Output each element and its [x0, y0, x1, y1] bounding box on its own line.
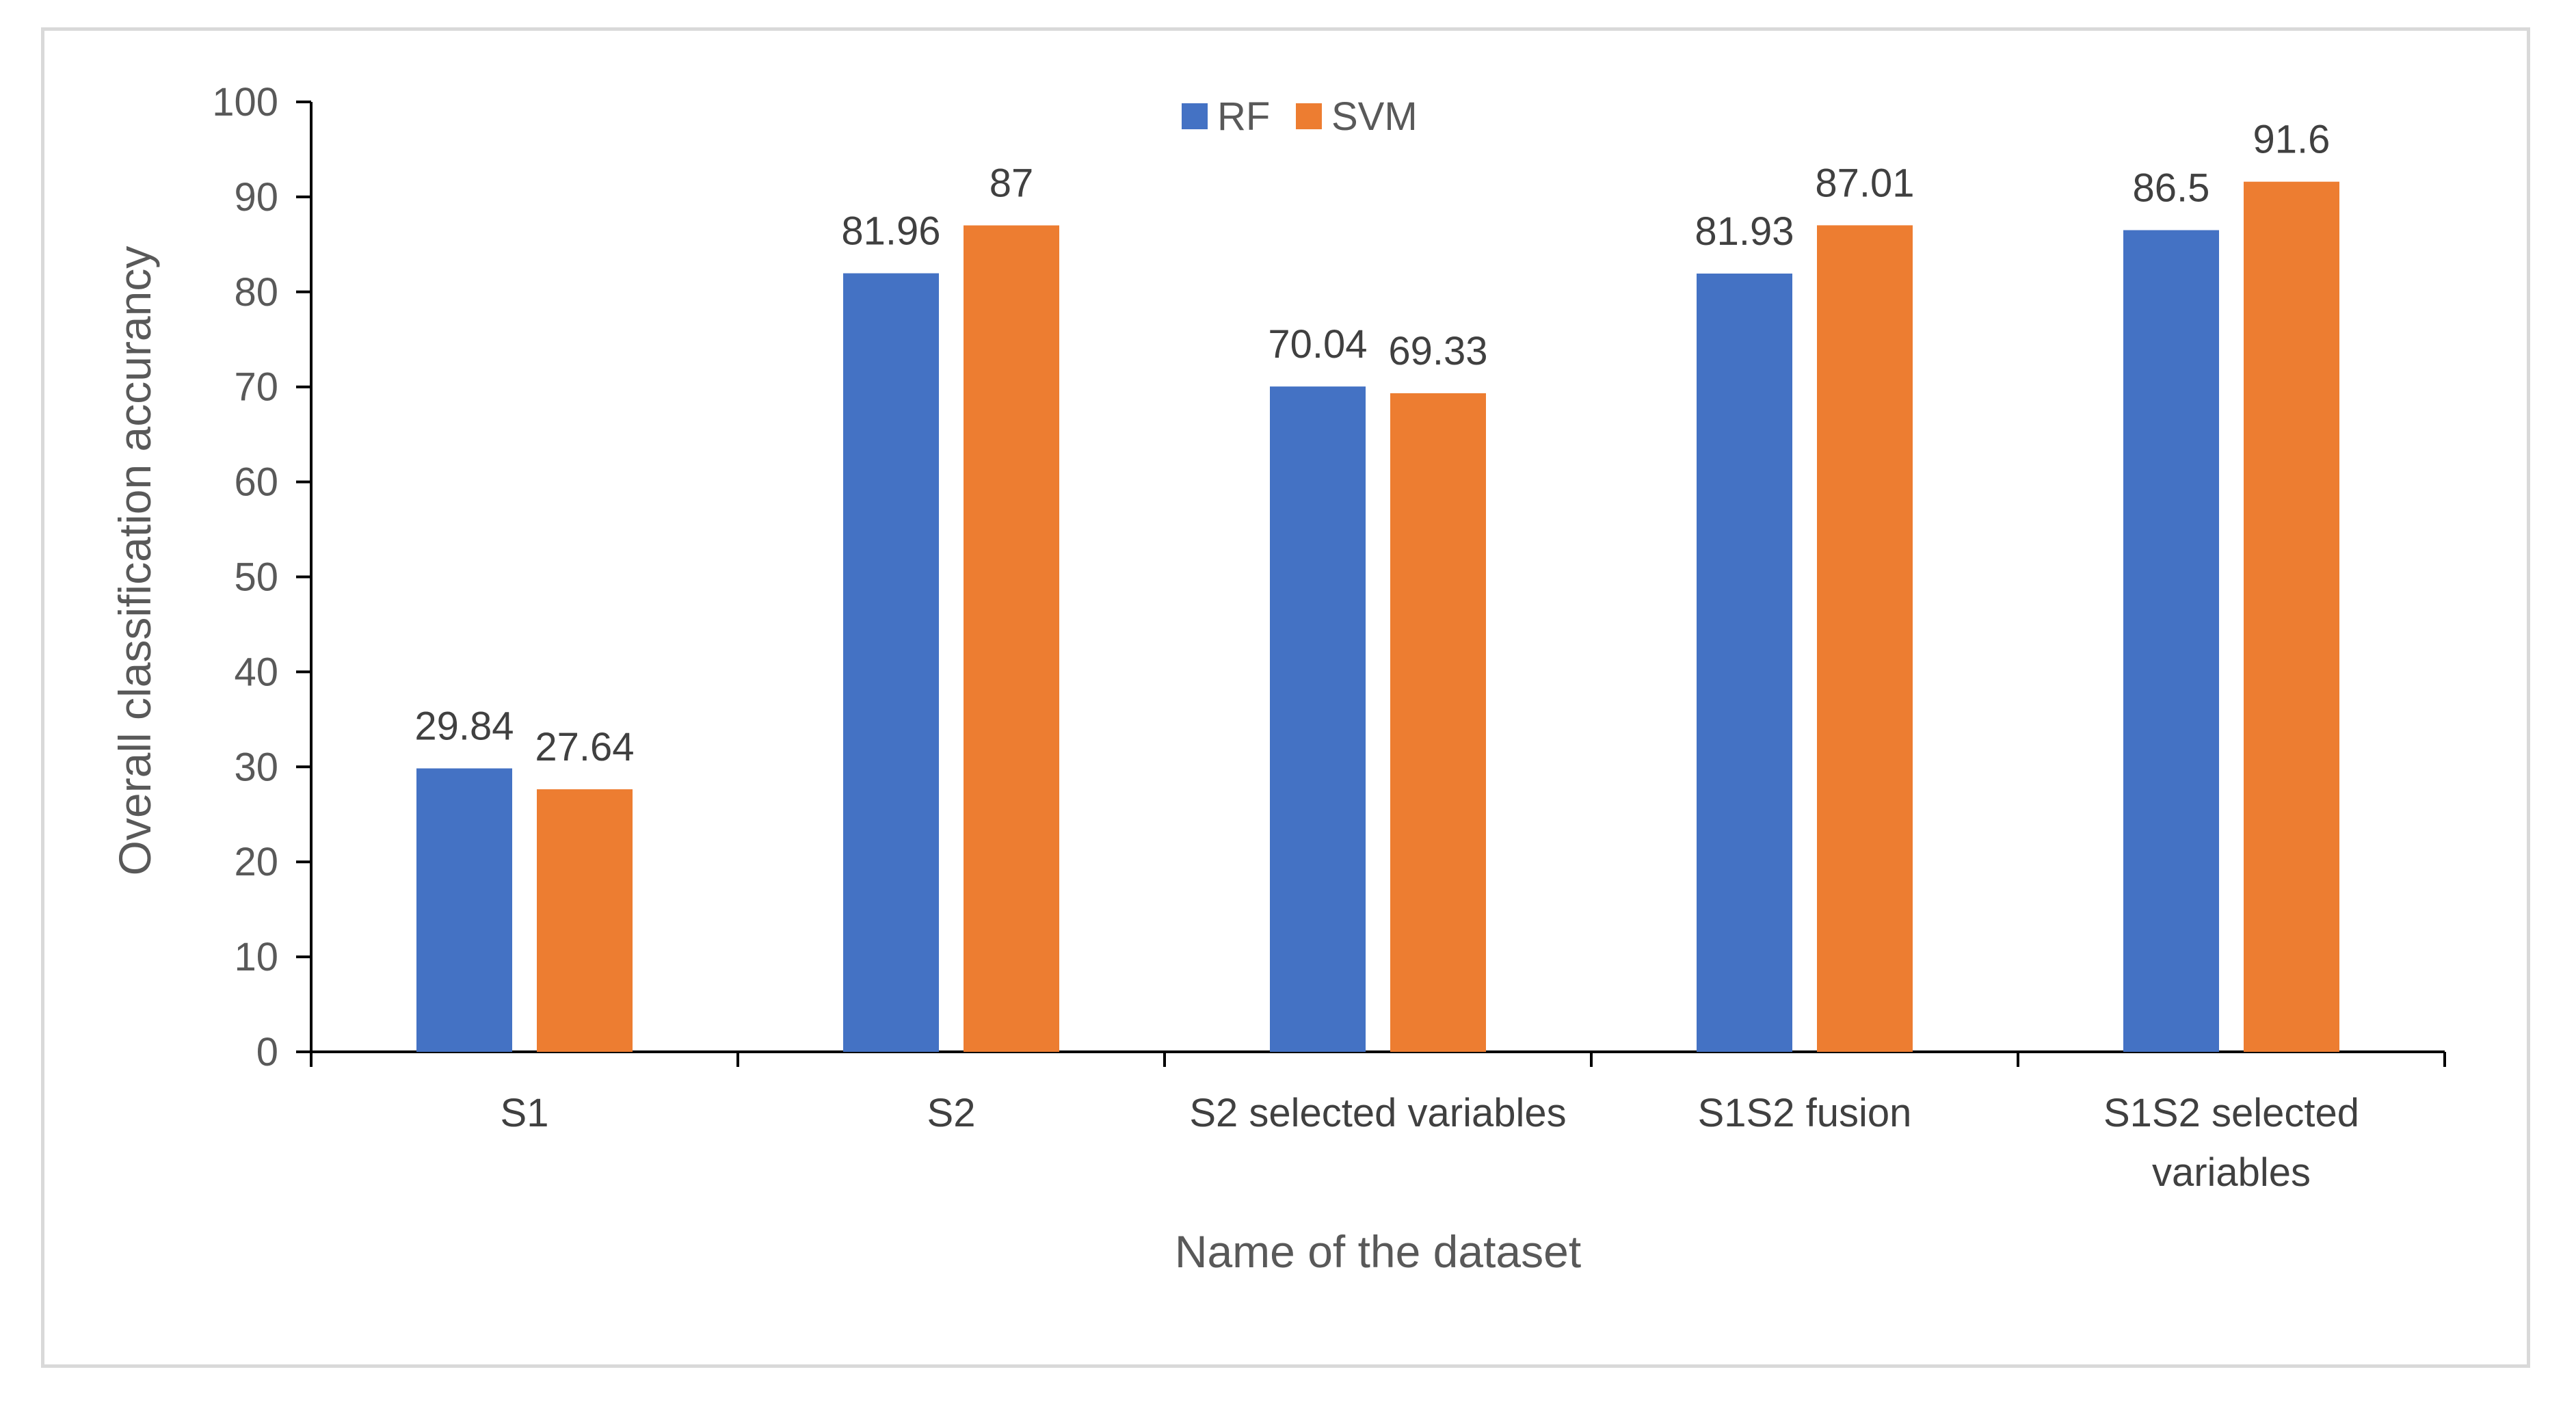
x-category-label: S1S2 fusion — [1698, 1091, 1912, 1135]
bar-svm — [2244, 181, 2339, 1052]
legend-swatch-rf — [1182, 103, 1208, 129]
x-category-label: variables — [2152, 1150, 2311, 1195]
bars — [416, 181, 2339, 1053]
data-label: 29.84 — [414, 704, 514, 749]
y-tick-label: 90 — [234, 175, 278, 220]
data-label: 81.93 — [1695, 209, 1794, 254]
legend-swatch-svm — [1296, 103, 1322, 129]
y-tick-label: 80 — [234, 270, 278, 315]
bar-rf — [843, 273, 939, 1053]
bar-svm — [1390, 393, 1486, 1052]
y-tick-label: 0 — [256, 1030, 278, 1074]
bar-svm — [1817, 225, 1913, 1052]
data-label: 87.01 — [1815, 161, 1914, 205]
y-tick-label: 70 — [234, 365, 278, 410]
y-tick-label: 100 — [212, 80, 278, 124]
legend: RF SVM — [1182, 94, 1418, 139]
data-label: 91.6 — [2253, 118, 2331, 162]
data-label: 81.96 — [841, 209, 940, 254]
legend-label-svm: SVM — [1331, 94, 1418, 139]
y-axis-title: Overall classification accurancy — [109, 246, 160, 876]
y-tick-label: 40 — [234, 650, 278, 694]
y-tick-label: 60 — [234, 460, 278, 505]
x-category-label: S2 — [927, 1091, 976, 1135]
bar-rf — [2123, 230, 2219, 1052]
bar-rf — [1270, 386, 1366, 1052]
y-tick-label: 20 — [234, 840, 278, 884]
axes: 0 10 20 30 40 50 60 70 80 90 100 S1 S2 S2 selected va… — [212, 80, 2446, 1195]
data-labels: 29.84 27.64 81.96 87 70.04 69.33 81.93 87.01 86.… — [414, 118, 2330, 769]
y-tick-label: 30 — [234, 745, 278, 789]
x-category-label: S2 selected variables — [1189, 1091, 1566, 1135]
x-axis-title: Name of the dataset — [1175, 1226, 1581, 1277]
bar-rf — [1697, 273, 1792, 1052]
bar-rf — [416, 768, 512, 1052]
bar-svm — [537, 789, 633, 1052]
data-label: 70.04 — [1268, 322, 1367, 367]
x-category-label: S1S2 selected — [2103, 1091, 2359, 1135]
y-tick-label: 50 — [234, 555, 278, 600]
data-label: 69.33 — [1388, 329, 1487, 373]
data-label: 86.5 — [2133, 166, 2210, 211]
legend-label-rf: RF — [1217, 94, 1270, 139]
bar-svm — [964, 225, 1059, 1052]
x-category-label: S1 — [501, 1091, 549, 1135]
y-tick-label: 10 — [234, 935, 278, 979]
data-label: 27.64 — [535, 725, 634, 769]
data-label: 87 — [990, 161, 1034, 206]
